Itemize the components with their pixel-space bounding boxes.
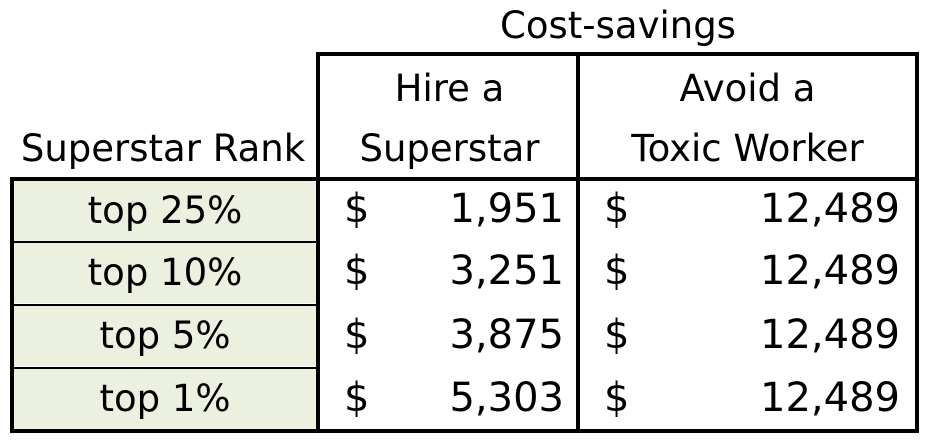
avoid-value: 12,489 (760, 186, 900, 232)
table-border-bottom (10, 429, 919, 433)
currency-symbol: $ (344, 186, 370, 232)
header-avoid-line2: Toxic Worker (631, 127, 864, 170)
rank-cell: top 25% (14, 181, 316, 241)
rank-cell: top 5% (14, 306, 316, 366)
column-divider (316, 52, 320, 433)
rank-cell: top 10% (14, 243, 316, 303)
header-hire-line2: Superstar (359, 127, 540, 170)
hire-value: 3,875 (449, 312, 564, 358)
row-divider (10, 304, 316, 306)
currency-symbol: $ (344, 375, 370, 421)
header-hire-line1: Hire a (394, 67, 505, 110)
currency-symbol: $ (604, 375, 630, 421)
table-header-divider (10, 177, 919, 181)
header-superstar-rank: Superstar Rank (20, 127, 306, 170)
column-divider (576, 52, 580, 433)
table-border-left (10, 177, 14, 433)
currency-symbol: $ (604, 312, 630, 358)
currency-symbol: $ (344, 312, 370, 358)
row-divider (10, 241, 316, 243)
row-divider (10, 367, 316, 369)
currency-symbol: $ (344, 248, 370, 294)
table-title: Cost-savings (500, 4, 736, 47)
avoid-value: 12,489 (760, 312, 900, 358)
rank-cell: top 1% (14, 369, 316, 429)
hire-value: 5,303 (449, 375, 564, 421)
table-border-top (316, 52, 919, 56)
currency-symbol: $ (604, 186, 630, 232)
table-border-right (915, 52, 919, 433)
currency-symbol: $ (604, 248, 630, 294)
hire-value: 3,251 (449, 248, 564, 294)
header-avoid-line1: Avoid a (679, 67, 816, 110)
avoid-value: 12,489 (760, 248, 900, 294)
hire-value: 1,951 (449, 186, 564, 232)
avoid-value: 12,489 (760, 375, 900, 421)
